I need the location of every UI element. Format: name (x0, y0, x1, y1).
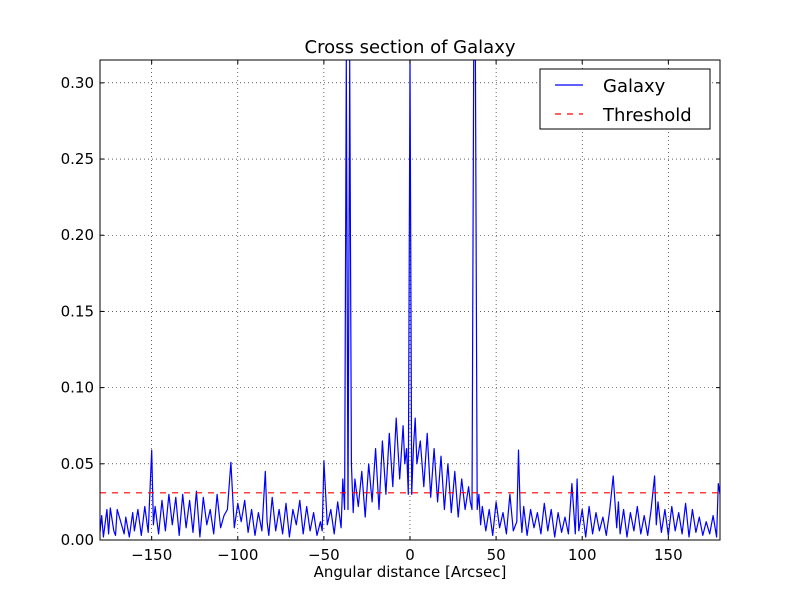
legend: Galaxy Threshold (539, 68, 711, 130)
x-tick-label: 0 (405, 546, 415, 564)
x-tick-label: 50 (487, 546, 506, 564)
x-tick-label: 150 (654, 546, 683, 564)
legend-label-threshold: Threshold (602, 105, 692, 126)
series-layer (100, 60, 720, 538)
x-axis-label: Angular distance [Arcsec] (314, 563, 507, 581)
y-tick-label: 0.15 (61, 302, 94, 320)
x-tick-label: −50 (308, 546, 340, 564)
x-tick-label: −150 (131, 546, 172, 564)
x-tick-label: −100 (217, 546, 258, 564)
chart-title: Cross section of Galaxy (305, 37, 516, 58)
y-tick-label: 0.20 (61, 226, 94, 244)
y-tick-label: 0.25 (61, 150, 94, 168)
y-tick-label: 0.00 (61, 531, 94, 549)
y-tick-label: 0.10 (61, 379, 94, 397)
x-tick-label: 100 (568, 546, 597, 564)
y-tick-label: 0.05 (61, 455, 94, 473)
legend-label-galaxy: Galaxy (603, 76, 666, 97)
series-line-galaxy (100, 60, 720, 538)
ticks: −150 −100 −50 0 50 100 150 0.00 0.05 0.10 0.15 0.20… (61, 60, 720, 564)
legend-box (539, 68, 711, 130)
y-tick-label: 0.30 (61, 74, 94, 92)
